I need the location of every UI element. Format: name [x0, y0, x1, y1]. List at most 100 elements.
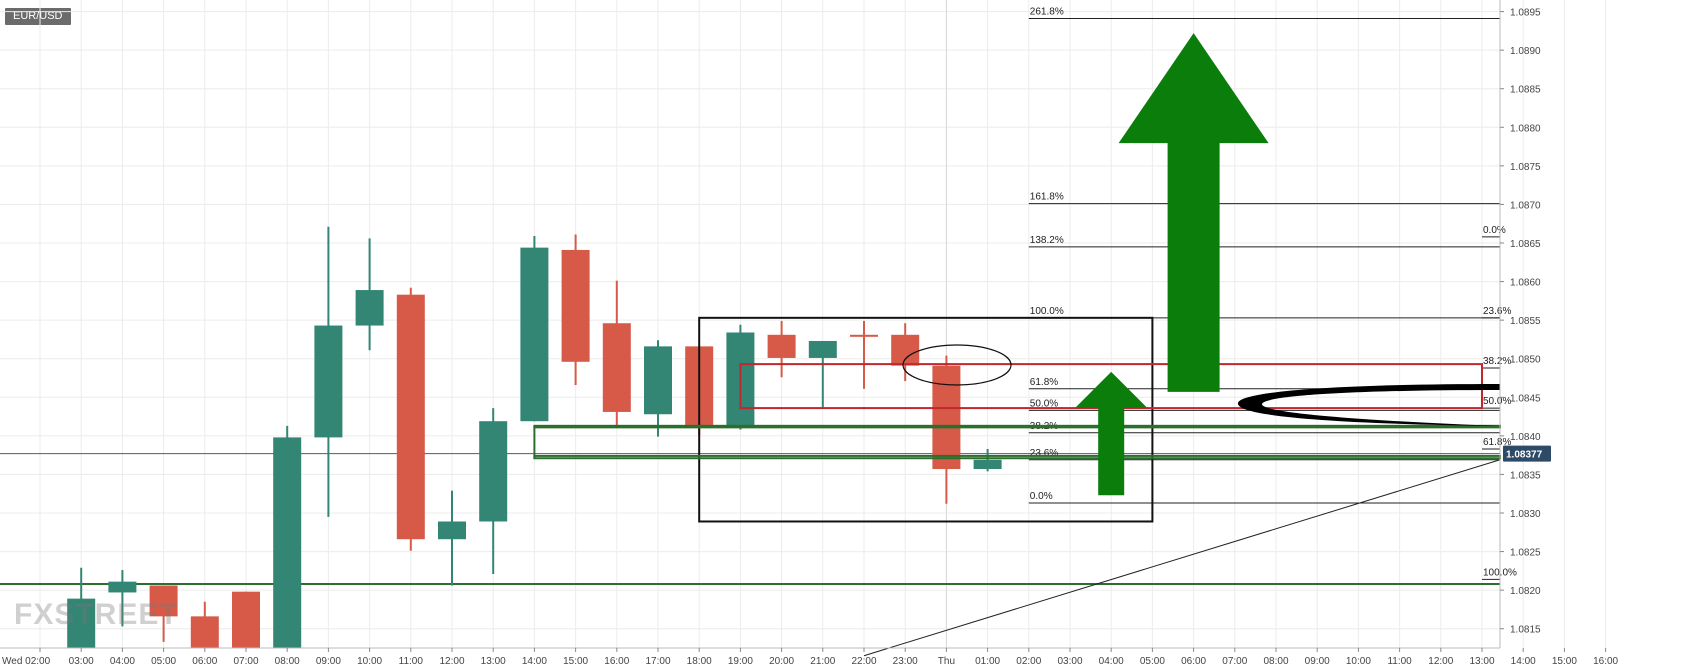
- time-tick-label: 22:00: [851, 656, 876, 667]
- fib-right-label: 61.8%: [1483, 437, 1511, 448]
- candle-body: [273, 437, 302, 648]
- price-tick-label: 1.0830: [1510, 509, 1541, 520]
- price-tick-label: 1.0845: [1510, 393, 1541, 404]
- price-tick-label: 1.0815: [1510, 625, 1541, 636]
- current-price-label: 1.08377: [1506, 450, 1543, 461]
- price-tick-label: 1.0835: [1510, 470, 1541, 481]
- time-tick-label: 14:00: [1511, 656, 1536, 667]
- time-tick-label: 05:00: [1140, 656, 1165, 667]
- candle-body: [438, 521, 466, 540]
- time-tick-label: 21:00: [810, 656, 835, 667]
- fib-right-label: 38.2%: [1483, 356, 1511, 367]
- price-tick-label: 1.0880: [1510, 123, 1541, 134]
- time-tick-label: 12:00: [1428, 656, 1453, 667]
- price-tick-label: 1.0860: [1510, 278, 1541, 289]
- time-tick-label: 09:00: [1305, 656, 1330, 667]
- candle-body: [479, 421, 508, 522]
- big-up-arrow: [1118, 33, 1269, 392]
- fib-right-label: 0.0%: [1483, 225, 1506, 236]
- candle-body: [232, 591, 260, 648]
- time-tick-label: Thu: [938, 656, 955, 667]
- fib-right-label: 23.6%: [1483, 306, 1511, 317]
- time-tick-label: 16:00: [604, 656, 629, 667]
- time-tick-label: Wed 02:00: [2, 656, 51, 667]
- price-tick-label: 1.0855: [1510, 316, 1541, 327]
- time-tick-label: 13:00: [481, 656, 506, 667]
- candle-body: [850, 334, 878, 337]
- time-tick-label: 10:00: [357, 656, 382, 667]
- candle-body: [767, 334, 796, 358]
- annotations-back: 261.8% 161.8% 138.2% 100.0% 61.8% 50.0% 38.2% 2…: [0, 7, 1517, 657]
- fib-left-label: 50.0%: [1030, 398, 1058, 409]
- time-tick-label: 19:00: [728, 656, 753, 667]
- axes: 1.0815 1.0820 1.0825 1.0830 1.0835 1.0840 1.08…: [0, 0, 1619, 667]
- candle-body: [808, 340, 837, 358]
- price-tick-label: 1.0870: [1510, 200, 1541, 211]
- fib-left-label: 23.6%: [1030, 448, 1058, 459]
- candle-body: [891, 334, 920, 366]
- candle-body: [355, 290, 384, 326]
- annotations-front: [533, 33, 1501, 523]
- price-tick-label: 1.0875: [1510, 162, 1541, 173]
- time-tick-label: 07:00: [233, 656, 258, 667]
- price-tick-label: 1.0885: [1510, 85, 1541, 96]
- fib-left-label: 261.8%: [1030, 7, 1064, 18]
- candle-body: [67, 598, 96, 648]
- fib-left-label: 100.0%: [1030, 306, 1064, 317]
- price-tick-label: 1.0850: [1510, 355, 1541, 366]
- time-tick-label: 08:00: [1263, 656, 1288, 667]
- time-tick-label: 08:00: [275, 656, 300, 667]
- green-box-lower: [533, 454, 1501, 460]
- price-tick-label: 1.0825: [1510, 548, 1541, 559]
- time-tick-label: 18:00: [687, 656, 712, 667]
- candle-body: [520, 247, 549, 422]
- grid: [0, 0, 1607, 648]
- time-tick-label: 06:00: [192, 656, 217, 667]
- price-tick-label: 1.0895: [1510, 8, 1541, 19]
- time-tick-label: 09:00: [316, 656, 341, 667]
- price-tick-label: 1.0840: [1510, 432, 1541, 443]
- trendline: [863, 459, 1501, 657]
- candle-body: [644, 346, 672, 415]
- time-tick-label: 11:00: [399, 656, 424, 667]
- time-tick-label: 02:00: [1016, 656, 1041, 667]
- candle-body: [190, 616, 219, 648]
- fib-right-label: 50.0%: [1483, 396, 1511, 407]
- fib-left-label: 138.2%: [1030, 235, 1064, 246]
- green-box-upper: [533, 424, 1501, 429]
- price-tick-label: 1.0890: [1510, 46, 1541, 57]
- time-tick-label: 13:00: [1469, 656, 1494, 667]
- symbol-badge: EUR/USD: [5, 8, 71, 25]
- current-price-tag: [1503, 445, 1551, 462]
- time-tick-label: 04:00: [110, 656, 135, 667]
- watermark: FXSTREET: [14, 598, 179, 631]
- time-tick-label: 16:00: [1593, 656, 1618, 667]
- price-tick-label: 1.0820: [1510, 586, 1541, 597]
- time-tick-label: 01:00: [975, 656, 1000, 667]
- fib-left-label: 161.8%: [1030, 192, 1064, 203]
- time-tick-label: 04:00: [1099, 656, 1124, 667]
- time-tick-label: 03:00: [69, 656, 94, 667]
- time-tick-label: 07:00: [1222, 656, 1247, 667]
- black-box: [698, 316, 1154, 523]
- small-up-arrow: [1075, 371, 1148, 496]
- candles: [67, 226, 1002, 648]
- candle-body: [314, 325, 343, 438]
- ellipse-annotation: [902, 344, 1012, 386]
- candle-body: [561, 249, 590, 362]
- time-tick-label: 14:00: [522, 656, 547, 667]
- price-tick-label: 1.0865: [1510, 239, 1541, 250]
- time-tick-label: 10:00: [1346, 656, 1371, 667]
- time-tick-label: 11:00: [1387, 656, 1412, 667]
- time-tick-label: 20:00: [769, 656, 794, 667]
- time-tick-label: 05:00: [151, 656, 176, 667]
- time-tick-label: 17:00: [645, 656, 670, 667]
- swoosh-annotation: [1237, 384, 1500, 426]
- candle-body: [973, 459, 1002, 470]
- candle-body: [932, 365, 961, 470]
- candle-body: [149, 585, 178, 617]
- time-tick-label: 23:00: [893, 656, 918, 667]
- time-tick-label: 03:00: [1057, 656, 1082, 667]
- candle-body: [108, 581, 137, 593]
